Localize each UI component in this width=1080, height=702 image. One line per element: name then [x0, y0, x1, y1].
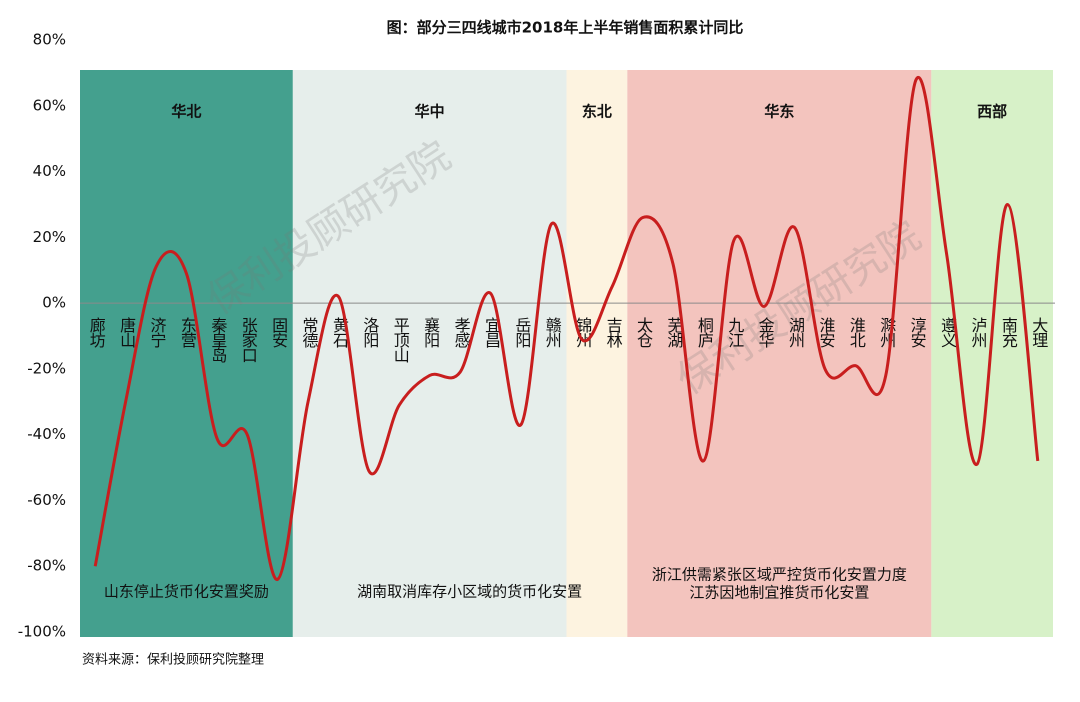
x-tick-label: 襄阳 [421, 316, 440, 348]
x-tick-label: 岳阳 [512, 317, 531, 348]
x-tick-label: 洛阳 [360, 317, 379, 348]
region-label: 华北 [171, 103, 201, 121]
x-tick-label: 平顶山 [391, 317, 410, 363]
x-tick-label: 济宁 [148, 317, 167, 348]
x-tick-label: 吉林 [604, 317, 623, 348]
x-tick-label: 张家口 [239, 317, 258, 363]
source-note: 资料来源：保利投顾研究院整理 [82, 652, 264, 668]
x-tick-label: 芜湖 [664, 317, 683, 349]
x-tick-label: 唐山 [117, 317, 136, 348]
x-tick-label: 淳安 [908, 317, 927, 348]
x-tick-label: 湖州 [786, 317, 805, 348]
x-tick-label: 廊坊 [87, 317, 106, 349]
x-tick-label: 黄石 [330, 317, 349, 348]
data-line [93, 75, 1040, 581]
x-tick-label: 遵义 [938, 316, 957, 347]
x-tick-label: 淮安 [816, 317, 835, 348]
y-tick-label: 60% [33, 96, 66, 114]
x-tick-label: 常德 [300, 317, 319, 348]
region-label: 华中 [415, 103, 445, 121]
x-tick-label: 秦皇岛 [208, 317, 227, 364]
y-tick-label: -100% [18, 623, 66, 641]
y-tick-label: 40% [33, 162, 66, 180]
y-tick-label: -20% [27, 359, 66, 377]
region-label: 东北 [582, 103, 612, 121]
x-tick-label: 固安 [269, 317, 288, 348]
x-tick-label: 九江 [725, 317, 744, 348]
region-label: 华东 [764, 103, 794, 121]
region-label: 西部 [977, 103, 1007, 121]
x-tick-label: 桐庐 [695, 317, 714, 348]
x-tick-label: 赣州 [543, 317, 562, 348]
annotation: 江苏因地制宜推货币化安置 [689, 584, 869, 602]
x-tick-label: 淮北 [847, 317, 866, 348]
x-tick-label: 泸州 [968, 317, 987, 348]
region-band [80, 70, 293, 637]
y-tick-label: 80% [33, 31, 66, 49]
x-tick-label: 金华 [756, 317, 775, 348]
region-band [627, 70, 932, 637]
y-tick-label: -60% [27, 491, 66, 509]
region-band [931, 70, 1053, 637]
x-tick-label: 南充 [999, 317, 1018, 348]
y-tick-label: 0% [42, 294, 66, 312]
y-tick-label: -80% [27, 557, 66, 575]
y-tick-label: 20% [33, 228, 66, 246]
x-tick-label: 孝感 [452, 317, 471, 348]
x-tick-label: 东营 [178, 317, 197, 348]
x-tick-label: 太仓 [634, 317, 653, 348]
region-band [566, 70, 628, 637]
annotation: 湖南取消库存小区域的货币化安置 [357, 583, 582, 601]
region-band [292, 70, 567, 637]
y-tick-label: -40% [27, 425, 66, 443]
chart-title: 图：部分三四线城市2018年上半年销售面积累计同比 [387, 19, 744, 37]
annotation: 浙江供需紧张区域严控货币化安置力度 [652, 566, 907, 584]
x-tick-label: 宜昌 [482, 317, 501, 348]
x-tick-label: 大理 [1029, 317, 1048, 348]
annotation: 山东停止货币化安置奖励 [104, 583, 269, 601]
